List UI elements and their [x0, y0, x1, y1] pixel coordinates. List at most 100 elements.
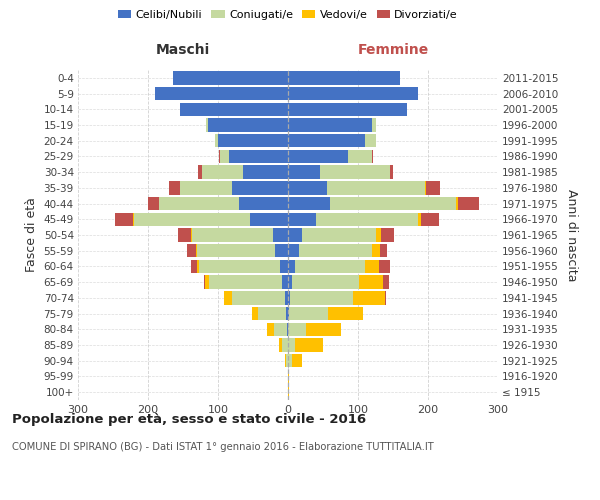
Bar	[383, 276, 389, 289]
Bar	[204, 276, 205, 289]
Bar	[288, 291, 290, 304]
Bar	[286, 307, 288, 320]
Bar	[385, 291, 386, 304]
Bar	[288, 87, 418, 100]
Bar	[173, 71, 288, 85]
Text: COMUNE DI SPIRANO (BG) - Dati ISTAT 1° gennaio 2016 - Elaborazione TUTTITALIA.IT: COMUNE DI SPIRANO (BG) - Dati ISTAT 1° g…	[12, 442, 434, 452]
Text: Femmine: Femmine	[358, 44, 428, 58]
Bar	[288, 212, 316, 226]
Bar	[320, 166, 389, 179]
Bar	[232, 181, 288, 194]
Bar	[286, 354, 288, 368]
Bar	[196, 244, 197, 258]
Bar	[229, 150, 288, 163]
Bar	[288, 386, 289, 399]
Bar	[418, 212, 421, 226]
Bar	[295, 338, 323, 351]
Bar	[426, 181, 440, 194]
Bar	[179, 102, 288, 116]
Bar	[206, 118, 208, 132]
Bar	[202, 166, 242, 179]
Bar	[372, 244, 380, 258]
Bar	[288, 197, 330, 210]
Y-axis label: Anni di nascita: Anni di nascita	[565, 188, 578, 281]
Bar	[258, 307, 286, 320]
Bar	[376, 228, 381, 241]
Bar	[290, 291, 353, 304]
Bar	[288, 134, 365, 147]
Bar	[199, 260, 280, 273]
Bar	[280, 260, 288, 273]
Bar	[292, 276, 359, 289]
Bar	[215, 134, 218, 147]
Bar	[288, 276, 292, 289]
Bar	[179, 181, 232, 194]
Bar	[326, 181, 425, 194]
Bar	[305, 322, 341, 336]
Bar	[379, 260, 389, 273]
Bar	[197, 244, 275, 258]
Bar	[283, 276, 288, 289]
Bar	[288, 118, 372, 132]
Bar	[347, 150, 372, 163]
Bar	[425, 181, 426, 194]
Bar	[365, 260, 379, 273]
Bar	[458, 197, 479, 210]
Bar	[155, 87, 288, 100]
Bar	[209, 276, 283, 289]
Bar	[115, 212, 133, 226]
Bar	[288, 181, 326, 194]
Bar	[288, 260, 295, 273]
Bar	[288, 228, 302, 241]
Bar	[250, 212, 288, 226]
Bar	[220, 150, 229, 163]
Bar	[381, 228, 394, 241]
Bar	[456, 197, 458, 210]
Bar	[178, 228, 191, 241]
Bar	[372, 150, 373, 163]
Bar	[299, 244, 372, 258]
Bar	[208, 118, 288, 132]
Bar	[232, 291, 284, 304]
Bar	[353, 291, 385, 304]
Bar	[283, 338, 288, 351]
Bar	[372, 118, 376, 132]
Text: Maschi: Maschi	[156, 44, 210, 58]
Bar	[279, 338, 283, 351]
Bar	[242, 166, 288, 179]
Bar	[328, 307, 363, 320]
Bar	[288, 71, 400, 85]
Bar	[205, 276, 209, 289]
Bar	[169, 181, 179, 194]
Bar	[199, 166, 202, 179]
Bar	[288, 244, 299, 258]
Bar	[192, 228, 272, 241]
Bar	[288, 102, 407, 116]
Bar	[302, 228, 376, 241]
Bar	[288, 166, 320, 179]
Bar	[224, 291, 232, 304]
Bar	[191, 228, 192, 241]
Bar	[288, 150, 347, 163]
Bar	[421, 212, 439, 226]
Bar	[295, 260, 365, 273]
Bar	[288, 307, 289, 320]
Bar	[292, 354, 302, 368]
Bar	[187, 244, 196, 258]
Bar	[284, 291, 288, 304]
Bar	[272, 228, 288, 241]
Bar	[274, 322, 287, 336]
Bar	[133, 212, 134, 226]
Bar	[288, 338, 295, 351]
Bar	[134, 212, 250, 226]
Bar	[275, 244, 288, 258]
Bar	[197, 260, 199, 273]
Bar	[284, 354, 286, 368]
Bar	[365, 134, 376, 147]
Bar	[289, 307, 328, 320]
Bar	[389, 166, 393, 179]
Bar	[158, 197, 239, 210]
Bar	[288, 354, 292, 368]
Bar	[218, 134, 288, 147]
Y-axis label: Fasce di età: Fasce di età	[25, 198, 38, 272]
